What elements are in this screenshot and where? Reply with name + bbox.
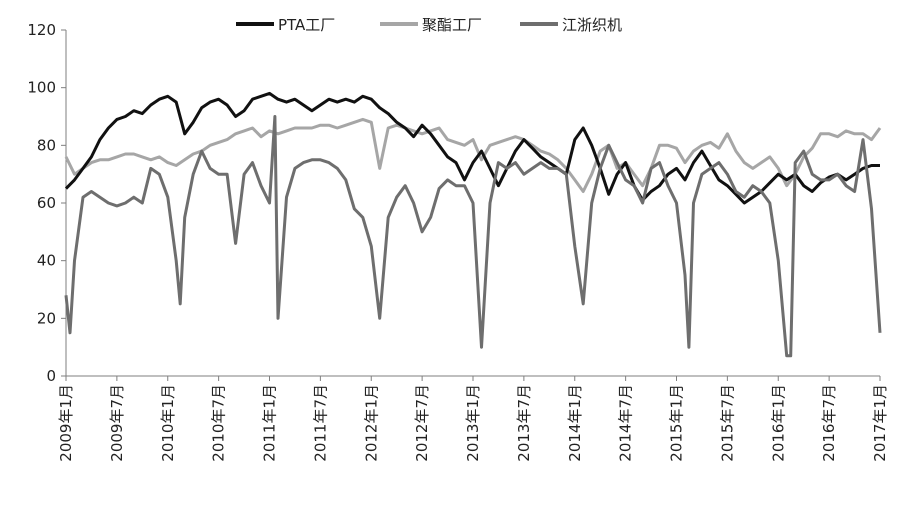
x-axis: 2009年1月 2009年7月 2010年1月 2010年7月 2011年1月 2011年… xyxy=(57,375,889,462)
x-tick-label: 2010年1月 xyxy=(159,384,177,462)
legend-item-1: 聚酯工厂 xyxy=(380,16,482,34)
y-tick-label: 40 xyxy=(37,252,56,270)
x-tick-label: 2014年1月 xyxy=(566,384,584,462)
y-tick-label: 60 xyxy=(37,194,56,212)
y-tick-label: 20 xyxy=(37,309,56,327)
x-tick-label: 2012年1月 xyxy=(362,384,380,462)
x-tick-label: 2011年7月 xyxy=(311,384,329,462)
x-tick-label: 2015年7月 xyxy=(718,384,736,462)
legend: PTA工厂 聚酯工厂 江浙织机 xyxy=(236,16,622,34)
y-axis: 0 20 40 60 80 100 120 xyxy=(27,21,67,385)
x-tick-label: 2016年1月 xyxy=(769,384,787,462)
x-tick-label: 2013年7月 xyxy=(515,384,533,462)
series-line-0 xyxy=(64,91,880,205)
x-tick-label: 2012年7月 xyxy=(413,384,431,462)
x-tick-label: 2009年1月 xyxy=(57,384,75,462)
x-tick-label: 2015年1月 xyxy=(668,384,686,462)
y-tick-label: 100 xyxy=(27,79,56,97)
legend-label: PTA工厂 xyxy=(278,16,335,34)
legend-item-0: PTA工厂 xyxy=(236,16,335,34)
x-tick-label: 2016年7月 xyxy=(820,384,838,462)
y-tick-label: 0 xyxy=(46,367,56,385)
series-layer xyxy=(64,91,882,358)
legend-item-2: 江浙织机 xyxy=(520,16,622,34)
legend-label: 聚酯工厂 xyxy=(422,16,482,34)
x-tick-label: 2017年1月 xyxy=(871,384,889,462)
y-tick-label: 80 xyxy=(37,136,56,154)
x-tick-label: 2009年7月 xyxy=(108,384,126,462)
x-tick-label: 2010年7月 xyxy=(210,384,228,462)
y-tick-label: 120 xyxy=(27,21,56,39)
x-tick-label: 2011年1月 xyxy=(261,384,279,462)
series-line-2 xyxy=(64,115,882,358)
x-tick-label: 2013年1月 xyxy=(464,384,482,462)
x-tick-label: 2014年7月 xyxy=(617,384,635,462)
legend-label: 江浙织机 xyxy=(562,16,622,34)
